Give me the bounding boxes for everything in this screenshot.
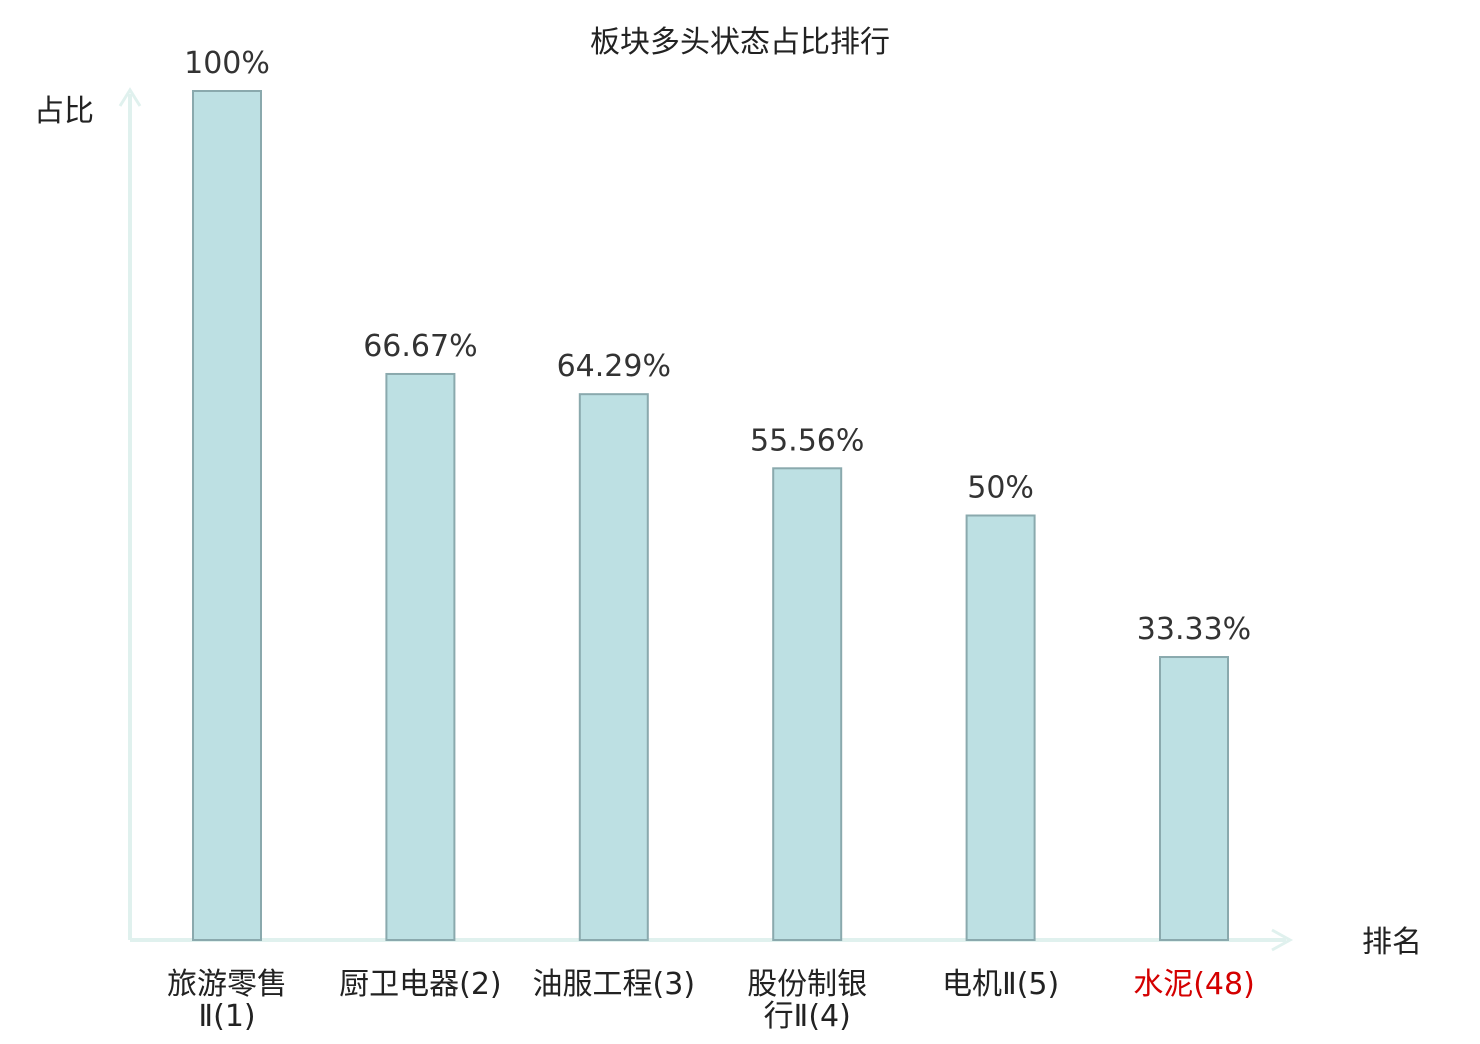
bar [578,393,649,941]
x-tick-label: 行Ⅱ(4) [764,999,851,1034]
x-tick-label: 油服工程(3) [533,967,696,1002]
bar [385,372,456,942]
x-axis-arrow [1271,928,1294,952]
value-labels-group: 100% 66.67% 64.29% 55.56% 50% 33.33% [184,46,1251,647]
bar [1159,656,1229,942]
bar [772,467,843,941]
bar-value-label: 64.29% [557,349,671,384]
x-axis-label: 排名 [1362,925,1422,960]
x-tick-label: 股份制银 [747,967,867,1002]
y-axis-arrow [118,87,142,107]
bar-value-label: 55.56% [750,423,864,458]
bar [965,514,1036,941]
x-tick-label: 厨卫电器(2) [339,967,502,1002]
bar [192,90,262,941]
bars-group [192,90,1229,942]
bar-value-label: 100% [184,46,270,81]
x-tick-label: 电机Ⅱ(5) [942,967,1059,1002]
axes [118,87,1294,952]
x-tick-label: 旅游零售 [167,967,287,1002]
y-axis-label: 占比 [34,94,94,129]
chart-title: 板块多头状态占比排行 [590,25,890,60]
x-tick-label: Ⅱ(1) [198,999,255,1034]
bar-value-label: 50% [967,471,1034,506]
bar-value-label: 33.33% [1137,612,1251,647]
x-tick-label: 水泥(48) [1133,967,1255,1002]
bar-value-label: 66.67% [363,329,477,364]
